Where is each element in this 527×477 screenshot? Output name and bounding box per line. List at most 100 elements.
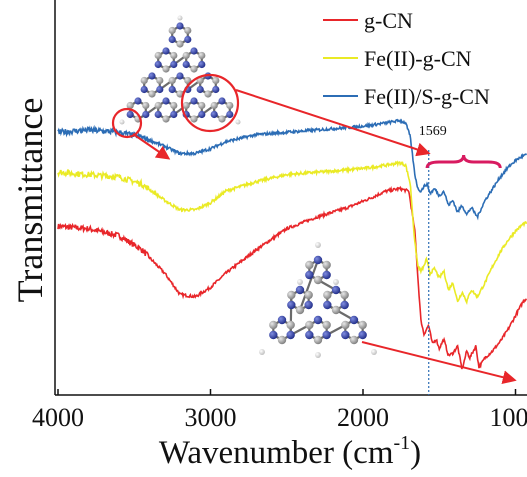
atom-N	[211, 111, 218, 118]
atom-C	[183, 102, 190, 109]
atom-C	[184, 27, 191, 34]
atom-C	[212, 77, 219, 84]
atom-N	[287, 301, 295, 309]
atom-C	[304, 291, 312, 299]
atom-C	[170, 102, 177, 109]
atom-N	[176, 72, 183, 79]
series-line-0	[58, 188, 527, 369]
atom-N	[155, 111, 162, 118]
atom-C	[162, 65, 169, 72]
atom-H	[177, 15, 182, 20]
atom-C	[169, 77, 176, 84]
series-line-1	[58, 162, 527, 302]
atom-N	[198, 61, 205, 68]
atom-N	[190, 47, 197, 54]
atom-C	[155, 52, 162, 59]
atom-N	[314, 316, 322, 324]
atom-N	[134, 97, 141, 104]
atom-C	[156, 77, 163, 84]
atom-C	[314, 336, 322, 344]
atom-C	[148, 90, 155, 97]
triazine-molecule	[259, 242, 377, 358]
atom-N	[183, 61, 190, 68]
atom-N	[169, 36, 176, 43]
atom-C	[358, 321, 366, 329]
atom-H	[333, 279, 339, 285]
atom-H	[315, 352, 321, 358]
atom-N	[155, 61, 162, 68]
legend: g-CN Fe(II)-g-CN Fe(II)/S-g-CN	[323, 8, 490, 109]
atom-C	[198, 102, 205, 109]
atom-C	[323, 291, 331, 299]
x-tick-label-1000: 1000	[490, 403, 527, 432]
atom-N	[322, 271, 330, 279]
heptazine-molecule	[119, 15, 240, 124]
atom-C	[198, 52, 205, 59]
atom-N	[286, 331, 294, 339]
atom-N	[176, 22, 183, 29]
atom-C	[322, 261, 330, 269]
atom-C	[141, 77, 148, 84]
atom-H	[235, 119, 240, 124]
x-axis-label: Wavenumber (cm-1)	[159, 432, 421, 471]
atom-H	[371, 349, 377, 355]
atom-C	[269, 321, 277, 329]
x-tick-label-2000: 2000	[337, 403, 389, 432]
atom-C	[162, 115, 169, 122]
atom-C	[332, 306, 340, 314]
brace-annotation	[427, 155, 500, 168]
atom-N	[184, 36, 191, 43]
atom-N	[162, 47, 169, 54]
atom-C	[190, 65, 197, 72]
x-axis-label-superscript: -1	[394, 432, 411, 454]
arrow-small-to-curve	[133, 134, 168, 158]
atom-N	[323, 301, 331, 309]
atom-N	[269, 331, 277, 339]
atom-C	[183, 52, 190, 59]
atom-N	[350, 316, 358, 324]
legend-label-0: g-CN	[364, 8, 413, 33]
atom-C	[305, 261, 313, 269]
atom-C	[226, 102, 233, 109]
legend-label-1: Fe(II)-g-CN	[364, 46, 472, 71]
x-tick-label-4000: 4000	[32, 403, 84, 432]
atom-N	[148, 72, 155, 79]
atom-N	[304, 301, 312, 309]
atom-N	[190, 97, 197, 104]
atom-H	[119, 119, 124, 124]
atom-N	[340, 301, 348, 309]
atom-N	[278, 316, 286, 324]
atom-C	[286, 321, 294, 329]
atom-N	[332, 286, 340, 294]
atom-N	[296, 286, 304, 294]
atom-C	[211, 102, 218, 109]
atom-N	[156, 86, 163, 93]
legend-label-2: Fe(II)/S-g-CN	[364, 84, 490, 109]
atom-C	[278, 336, 286, 344]
y-axis-label: Transmittance	[10, 98, 50, 303]
x-axis-label-close: )	[410, 435, 421, 471]
atom-N	[170, 111, 177, 118]
atom-N	[127, 111, 134, 118]
atom-C	[296, 306, 304, 314]
x-tick-label-3000: 3000	[185, 403, 237, 432]
atom-C	[350, 336, 358, 344]
atom-N	[341, 331, 349, 339]
atom-N	[198, 111, 205, 118]
atom-N	[170, 61, 177, 68]
atom-C	[340, 291, 348, 299]
atom-C	[155, 102, 162, 109]
atom-N	[169, 86, 176, 93]
atom-C	[169, 27, 176, 34]
atom-C	[341, 321, 349, 329]
atom-N	[141, 86, 148, 93]
atom-C	[190, 115, 197, 122]
atom-C	[170, 52, 177, 59]
atom-N	[314, 256, 322, 264]
atom-C	[204, 90, 211, 97]
atom-C	[305, 321, 313, 329]
atom-N	[226, 111, 233, 118]
atom-N	[358, 331, 366, 339]
atom-C	[314, 276, 322, 284]
